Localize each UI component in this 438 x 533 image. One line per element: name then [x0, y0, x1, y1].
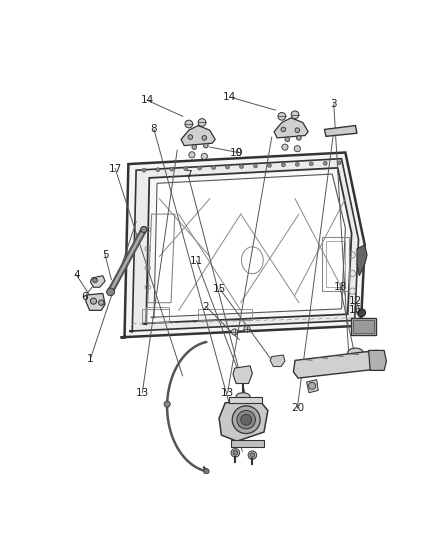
Text: 14: 14: [140, 95, 154, 105]
Circle shape: [244, 326, 250, 332]
Text: 5: 5: [102, 250, 109, 260]
Polygon shape: [120, 152, 365, 337]
Circle shape: [237, 410, 255, 429]
Circle shape: [308, 382, 315, 389]
Text: 9: 9: [235, 148, 242, 158]
Text: 12: 12: [349, 296, 362, 306]
Text: 10: 10: [230, 148, 244, 158]
Text: 16: 16: [349, 305, 362, 316]
Circle shape: [204, 469, 209, 474]
Circle shape: [202, 135, 207, 140]
Text: 13: 13: [221, 387, 234, 398]
Polygon shape: [274, 118, 308, 138]
Circle shape: [233, 450, 238, 455]
Circle shape: [226, 165, 230, 169]
Text: 13: 13: [136, 387, 149, 398]
Circle shape: [198, 166, 201, 170]
Circle shape: [142, 168, 146, 172]
Polygon shape: [369, 350, 386, 370]
Text: 11: 11: [190, 256, 203, 266]
Bar: [353, 320, 374, 333]
Text: 20: 20: [291, 403, 304, 413]
Circle shape: [188, 135, 193, 140]
Circle shape: [248, 451, 257, 459]
Circle shape: [170, 167, 174, 171]
Text: 15: 15: [213, 284, 226, 294]
Text: 8: 8: [151, 124, 157, 134]
Polygon shape: [129, 159, 359, 332]
Text: 18: 18: [333, 282, 346, 292]
Polygon shape: [142, 168, 352, 324]
Text: 17: 17: [109, 164, 122, 174]
Circle shape: [281, 127, 286, 132]
Text: 7: 7: [185, 170, 191, 180]
Text: 14: 14: [223, 92, 237, 102]
Circle shape: [337, 161, 341, 165]
Text: 3: 3: [330, 99, 337, 109]
Circle shape: [285, 137, 290, 142]
Polygon shape: [351, 318, 376, 335]
Text: 4: 4: [73, 270, 80, 280]
Circle shape: [90, 298, 97, 304]
Polygon shape: [233, 366, 252, 384]
Polygon shape: [307, 379, 318, 393]
Circle shape: [201, 154, 208, 159]
Circle shape: [278, 112, 286, 120]
Text: 1: 1: [87, 354, 94, 364]
Circle shape: [232, 406, 260, 433]
Polygon shape: [270, 355, 285, 367]
Circle shape: [231, 329, 238, 335]
Circle shape: [268, 164, 272, 167]
Circle shape: [185, 120, 193, 128]
Polygon shape: [90, 276, 105, 287]
Polygon shape: [357, 245, 367, 276]
Circle shape: [141, 227, 147, 232]
Polygon shape: [231, 440, 264, 447]
Polygon shape: [181, 126, 215, 146]
Polygon shape: [293, 350, 380, 378]
Circle shape: [295, 128, 300, 133]
Circle shape: [358, 309, 366, 317]
Circle shape: [184, 167, 187, 171]
Circle shape: [241, 414, 251, 425]
Circle shape: [250, 453, 255, 457]
Circle shape: [294, 146, 300, 152]
Circle shape: [107, 288, 114, 296]
Polygon shape: [219, 401, 268, 441]
Polygon shape: [229, 397, 262, 403]
Text: 2: 2: [202, 302, 209, 311]
Ellipse shape: [348, 348, 363, 357]
Circle shape: [254, 164, 258, 168]
Polygon shape: [86, 294, 105, 310]
Circle shape: [240, 165, 244, 168]
Ellipse shape: [236, 393, 250, 400]
Circle shape: [323, 161, 327, 165]
Circle shape: [189, 152, 195, 158]
Circle shape: [295, 163, 299, 166]
Circle shape: [99, 300, 104, 305]
Circle shape: [297, 135, 301, 140]
Circle shape: [309, 162, 313, 166]
Circle shape: [231, 449, 240, 457]
Circle shape: [291, 111, 299, 119]
Circle shape: [204, 143, 208, 148]
Circle shape: [282, 163, 285, 167]
Polygon shape: [151, 174, 346, 318]
Circle shape: [93, 278, 97, 282]
Circle shape: [156, 168, 160, 172]
Circle shape: [164, 401, 170, 407]
Circle shape: [282, 144, 288, 150]
Circle shape: [198, 119, 206, 126]
Circle shape: [212, 166, 215, 169]
Text: 6: 6: [81, 292, 88, 302]
Polygon shape: [325, 126, 357, 136]
Circle shape: [192, 145, 197, 149]
